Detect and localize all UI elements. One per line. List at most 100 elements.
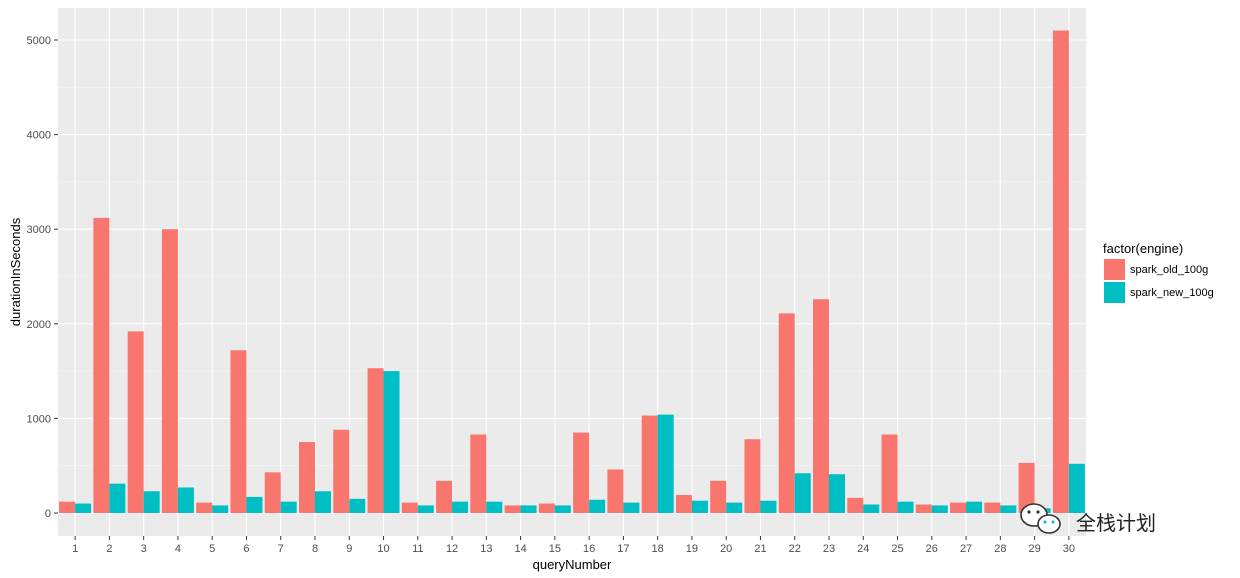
bar-spark_old_100g-q2: [93, 217, 110, 513]
bar-spark_old_100g-q13: [470, 434, 487, 513]
x-tick-label: 16: [583, 543, 595, 555]
bar-spark_new_100g-q19: [691, 500, 708, 513]
legend-title: factor(engine): [1103, 241, 1183, 256]
bar-spark_old_100g-q3: [127, 331, 144, 513]
bar-spark_new_100g-q27: [966, 501, 983, 513]
bar-spark_new_100g-q4: [177, 487, 194, 513]
bar-spark_new_100g-q9: [349, 498, 366, 513]
bar-spark_old_100g-q14: [504, 505, 521, 513]
bar-spark_new_100g-q21: [760, 500, 777, 513]
bar-spark_old_100g-q7: [264, 472, 281, 513]
minor-gridlines: [58, 87, 1086, 467]
bar-spark_new_100g-q22: [794, 473, 811, 513]
y-tick-label: 3000: [27, 224, 51, 236]
bar-spark_new_100g-q10: [383, 371, 400, 513]
bar-spark_old_100g-q19: [675, 495, 692, 513]
bar-spark_old_100g-q23: [813, 299, 829, 513]
y-axis-title: durationInSeconds: [8, 217, 23, 326]
bar-spark_old_100g-q21: [744, 439, 761, 513]
bar-spark_new_100g-q3: [143, 491, 160, 513]
x-tick-label: 1: [72, 543, 78, 555]
x-tick-label: 14: [514, 543, 526, 555]
y-tick-label: 0: [45, 508, 51, 520]
bar-spark_old_100g-q6: [230, 350, 247, 513]
bar-spark_old_100g-q22: [778, 313, 795, 513]
bar-spark_old_100g-q18: [641, 415, 658, 513]
bar-spark_new_100g-q2: [109, 483, 126, 513]
bar-spark_old_100g-q15: [538, 503, 555, 513]
bar-spark_new_100g-q16: [589, 499, 606, 513]
x-tick-label: 21: [754, 543, 766, 555]
x-axis-title: queryNumber: [533, 557, 612, 572]
bar-spark_old_100g-q11: [401, 502, 418, 513]
x-tick-label: 5: [209, 543, 215, 555]
bar-spark_new_100g-q30: [1068, 463, 1085, 513]
bar-spark_old_100g-q10: [367, 368, 384, 513]
bar-spark_new_100g-q1: [75, 503, 92, 513]
x-tick-label: 8: [312, 543, 318, 555]
x-tick-label: 3: [141, 543, 147, 555]
bar-spark_new_100g-q17: [623, 502, 640, 513]
x-tick-label: 9: [346, 543, 352, 555]
x-tick-label: 29: [1028, 543, 1040, 555]
bar-spark_old_100g-q24: [847, 497, 864, 513]
y-tick-label: 1000: [27, 413, 51, 425]
bar-spark_new_100g-q11: [417, 505, 434, 513]
x-tick-label: 30: [1063, 543, 1075, 555]
x-tick-label: 22: [789, 543, 801, 555]
bar-spark_old_100g-q28: [984, 502, 1001, 513]
x-tick-label: 6: [243, 543, 249, 555]
bar-spark_old_100g-q30: [1052, 30, 1069, 513]
bar-spark_new_100g-q14: [520, 505, 537, 513]
bar-spark_old_100g-q12: [436, 480, 453, 513]
x-axis: 1 2 3 4 5 6 7 8 9 10 11 12 13 14 15 16 17 18 19 20 21 22 23 24 2…: [72, 536, 1075, 555]
bar-spark_old_100g-q17: [607, 469, 624, 513]
wechat-icon: [1020, 503, 1061, 534]
x-tick-label: 19: [686, 543, 698, 555]
bar-spark_old_100g-q16: [573, 432, 590, 513]
x-tick-label: 10: [377, 543, 389, 555]
bar-spark_new_100g-q5: [212, 505, 229, 513]
x-tick-label: 12: [446, 543, 458, 555]
x-tick-label: 20: [720, 543, 732, 555]
legend: factor(engine) spark_old_100g spark_new_1…: [1103, 241, 1214, 303]
x-tick-label: 13: [480, 543, 492, 555]
bar-spark_old_100g-q25: [881, 434, 898, 513]
bar-spark_new_100g-q15: [554, 505, 571, 513]
bars: [59, 30, 1085, 513]
x-tick-label: 25: [891, 543, 903, 555]
legend-key-spark_old_100g: [1104, 259, 1125, 280]
legend-key-spark_new_100g: [1104, 282, 1125, 303]
bar-spark_new_100g-q7: [280, 501, 297, 513]
x-tick-label: 15: [549, 543, 561, 555]
y-tick-label: 5000: [27, 35, 51, 47]
bar-spark_old_100g-q29: [1018, 462, 1035, 513]
bar-spark_new_100g-q28: [1000, 505, 1017, 513]
legend-label: spark_new_100g: [1130, 287, 1214, 299]
x-tick-label: 24: [857, 543, 869, 555]
bar-spark_new_100g-q23: [829, 474, 845, 513]
x-tick-label: 4: [175, 543, 181, 555]
x-tick-label: 17: [617, 543, 629, 555]
bar-spark_new_100g-q18: [657, 414, 674, 513]
bar-spark_old_100g-q8: [299, 442, 315, 513]
bar-spark_new_100g-q13: [486, 501, 503, 513]
plot-panel: [58, 8, 1086, 536]
bar-spark_old_100g-q4: [161, 229, 178, 513]
y-axis: 0 1000 2000 3000 4000 5000: [27, 35, 58, 520]
x-tick-label: 2: [106, 543, 112, 555]
x-tick-label: 28: [994, 543, 1006, 555]
bar-spark_new_100g-q6: [246, 496, 263, 513]
bar-spark_old_100g-q5: [196, 502, 213, 513]
bar-spark_new_100g-q12: [452, 501, 469, 513]
bar-spark_old_100g-q9: [333, 429, 350, 513]
bar-spark_new_100g-q25: [897, 501, 914, 513]
y-tick-label: 4000: [27, 130, 51, 142]
x-tick-label: 23: [823, 543, 835, 555]
x-tick-label: 18: [652, 543, 664, 555]
bar-spark_old_100g-q20: [710, 480, 727, 513]
bar-spark_new_100g-q24: [863, 504, 880, 513]
bar-spark_new_100g-q8: [315, 491, 331, 513]
y-tick-label: 2000: [27, 319, 51, 331]
